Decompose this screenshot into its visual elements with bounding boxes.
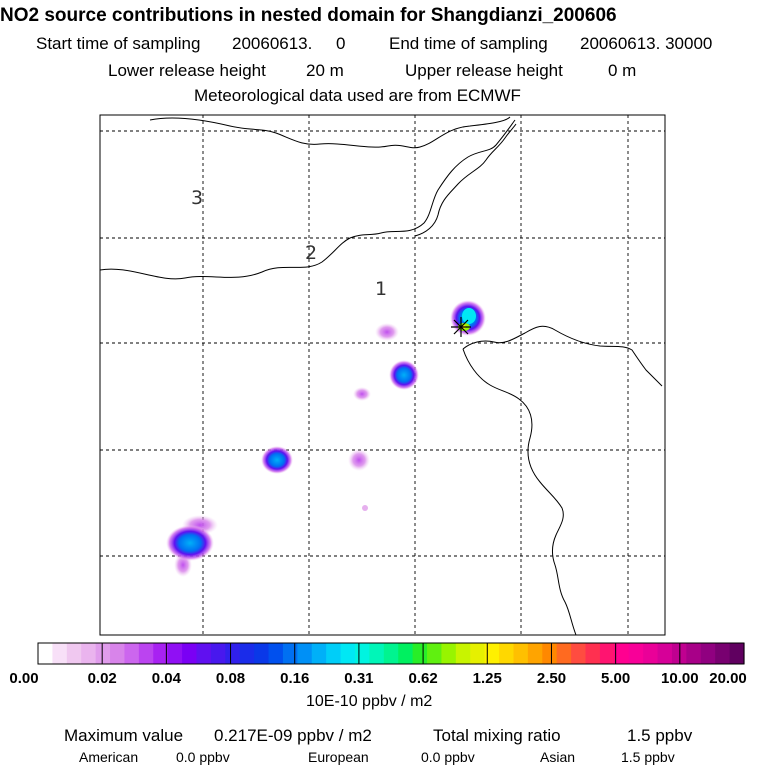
colorbar-swatch — [470, 643, 486, 664]
lat-lon-grid — [100, 115, 665, 635]
colorbar-tick-label: 2.50 — [536, 670, 567, 687]
upper-height-value: 0 m — [608, 61, 637, 80]
colorbar-swatch — [700, 643, 716, 664]
colorbar-swatch — [715, 643, 731, 664]
total-mixing-label: Total mixing ratio — [433, 726, 561, 745]
met-data-line: Meteorological data used are from ECMWF — [194, 86, 521, 105]
colorbar-swatch — [441, 643, 457, 664]
colorbar-swatch — [225, 643, 241, 664]
asian-label: Asian — [540, 749, 576, 765]
colorbar-swatch — [196, 643, 212, 664]
max-value: 0.217E-09 ppbv / m2 — [214, 726, 372, 745]
american-value: 0.0 ppbv — [176, 749, 230, 765]
colorbar-swatch — [81, 643, 97, 664]
start-time-value: 20060613. 0 — [232, 34, 346, 53]
colorbar-swatch — [124, 643, 140, 664]
ring-label-3: 3 — [191, 187, 203, 209]
colorbar-swatch — [455, 643, 471, 664]
colorbar-swatch — [182, 643, 198, 664]
colorbar-swatch — [571, 643, 587, 664]
end-time-label: End time of sampling — [389, 34, 548, 53]
colorbar-swatch — [110, 643, 126, 664]
chart-title: NO2 source contributions in nested domai… — [0, 5, 617, 26]
blob-center — [389, 360, 419, 390]
blob-tiny — [362, 505, 368, 511]
blob-small-3 — [348, 449, 370, 471]
total-mixing-value: 1.5 ppbv — [627, 726, 693, 745]
colorbar-swatch — [643, 643, 659, 664]
colorbar-swatch — [657, 643, 673, 664]
colorbar-unit: 10E-10 ppbv / m2 — [306, 693, 433, 710]
coastlines — [100, 116, 663, 635]
asian-value: 1.5 ppbv — [621, 749, 675, 765]
colorbar-swatch — [38, 643, 54, 664]
colorbar-tick-label: 5.00 — [601, 670, 631, 687]
colorbar-swatch — [599, 643, 615, 664]
colorbar-swatch — [484, 643, 500, 664]
colorbar-swatch — [556, 643, 572, 664]
blob-southwest — [166, 525, 214, 561]
colorbar-tick-label: 20.00 — [709, 670, 747, 687]
colorbar-tick-label: 0.16 — [280, 670, 310, 687]
colorbar-swatch — [138, 643, 154, 664]
colorbar-swatch — [614, 643, 630, 664]
colorbar-swatch — [153, 643, 169, 664]
end-time-value: 20060613. 30000 — [580, 34, 713, 53]
receptor-marker — [451, 317, 471, 337]
colorbar-tick-label: 0.08 — [215, 670, 246, 687]
blob-small-1 — [375, 323, 399, 341]
colorbar-swatch — [311, 643, 327, 664]
colorbar-swatch — [729, 643, 745, 664]
blob-ne-near-receptor — [450, 300, 486, 336]
european-label: European — [308, 749, 369, 765]
colorbar-tick-label: 0.31 — [344, 670, 374, 687]
colorbar-tick-label: 0.00 — [9, 670, 39, 687]
colorbar-swatch — [167, 643, 183, 664]
colorbar-swatch — [383, 643, 399, 664]
colorbar-frame — [37, 642, 745, 665]
colorbar-swatch — [52, 643, 68, 664]
colorbar-swatch — [527, 643, 543, 664]
lower-height-value: 20 m — [306, 61, 344, 80]
max-value-label: Maximum value — [64, 726, 184, 745]
start-time-label: Start time of sampling — [36, 34, 201, 53]
colorbar-swatch — [254, 643, 270, 664]
european-value: 0.0 ppbv — [421, 749, 475, 765]
colorbar-swatch — [95, 643, 111, 664]
american-label: American — [79, 749, 139, 765]
colorbar-swatch — [210, 643, 226, 664]
colorbar-swatch — [513, 643, 529, 664]
colorbar-tick-label: 10.00 — [661, 670, 699, 687]
colorbar-swatch — [297, 643, 313, 664]
colorbar-swatch — [412, 643, 428, 664]
colorbar-tick-label: 1.25 — [472, 670, 502, 687]
colorbar-swatch — [628, 643, 644, 664]
colorbar-swatch — [354, 643, 370, 664]
upper-height-label: Upper release height — [405, 61, 563, 80]
colorbar-swatch — [326, 643, 342, 664]
colorbar-swatch — [268, 643, 284, 664]
colorbar-swatch — [427, 643, 443, 664]
colorbar-tick-label: 0.04 — [151, 670, 181, 687]
colorbar-swatch — [585, 643, 601, 664]
colorbar-swatch — [282, 643, 298, 664]
ring-label-1: 1 — [375, 278, 387, 300]
colorbar-swatch — [340, 643, 356, 664]
colorbar-swatch — [66, 643, 82, 664]
ring-label-2: 2 — [305, 242, 317, 264]
colorbar-swatch — [499, 643, 515, 664]
colorbar-tick-label: 0.62 — [408, 670, 438, 687]
colorbar — [38, 643, 745, 664]
colorbar-swatch — [239, 643, 255, 664]
lower-height-label: Lower release height — [108, 61, 266, 80]
blob-small-2 — [353, 387, 371, 401]
colorbar-swatch — [398, 643, 414, 664]
blob-west — [261, 446, 293, 474]
colorbar-swatch — [686, 643, 702, 664]
colorbar-tick-label: 0.02 — [87, 670, 117, 687]
colorbar-swatch — [369, 643, 385, 664]
colorbar-swatch — [542, 643, 558, 664]
